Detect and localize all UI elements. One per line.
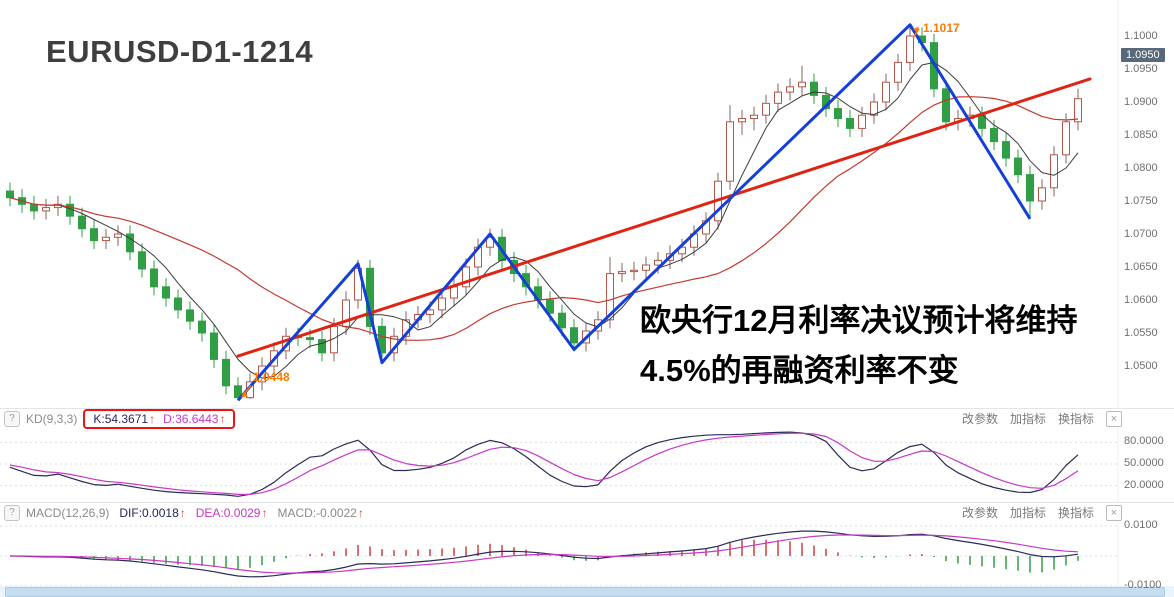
up-arrow-icon: ↑ [179,505,186,520]
up-arrow-icon: ↑ [149,411,156,426]
up-arrow-icon: ↑ [261,505,268,520]
macd-values: DIF:0.0018↑ DEA:0.0029↑ MACD:-0.0022↑ [119,506,363,520]
macd-change-params-button[interactable]: 改参数 [961,506,998,520]
macd-close-button[interactable]: × [1106,504,1122,521]
macd-panel-header: ? MACD(12,26,9) DIF:0.0018↑ DEA:0.0029↑ … [0,502,1174,522]
kd-values-highlight-box: K:54.3671↑ D:36.6443↑ [83,408,236,429]
up-arrow-icon: ↑ [357,505,364,520]
macd-change-indicator-button[interactable]: 换指标 [1057,506,1094,520]
kd-panel-label: KD(9,3,3) [26,411,78,426]
kd-d-value: D:36.6443 [163,411,219,426]
help-icon[interactable]: ? [4,410,20,427]
kd-change-indicator-button[interactable]: 换指标 [1057,412,1094,426]
macd-panel-label: MACD(12,26,9) [26,505,110,520]
macd-add-indicator-button[interactable]: 加指标 [1009,506,1046,520]
up-arrow-icon: ↑ [219,411,226,426]
kd-add-indicator-button[interactable]: 加指标 [1009,412,1046,426]
macd-dea-value: DEA:0.0029 [195,505,261,520]
macd-macd-value: MACD:-0.0022 [277,505,357,520]
help-icon[interactable]: ? [4,504,20,521]
macd-header-controls: 改参数 加指标 换指标 × [962,504,1122,521]
kd-close-button[interactable]: × [1106,410,1122,427]
scrollbar-thumb[interactable] [5,587,1165,597]
current-price-tag: 1.0950 [1121,48,1165,62]
kd-panel-header: ? KD(9,3,3) K:54.3671↑ D:36.6443↑ 改参数 加指… [0,408,1174,429]
kd-header-controls: 改参数 加指标 换指标 × [962,410,1122,427]
kd-k-value: K:54.3671 [93,411,149,426]
macd-dif-value: DIF:0.0018 [119,505,179,520]
horizontal-scrollbar[interactable] [0,586,1174,597]
kd-change-params-button[interactable]: 改参数 [961,412,998,426]
